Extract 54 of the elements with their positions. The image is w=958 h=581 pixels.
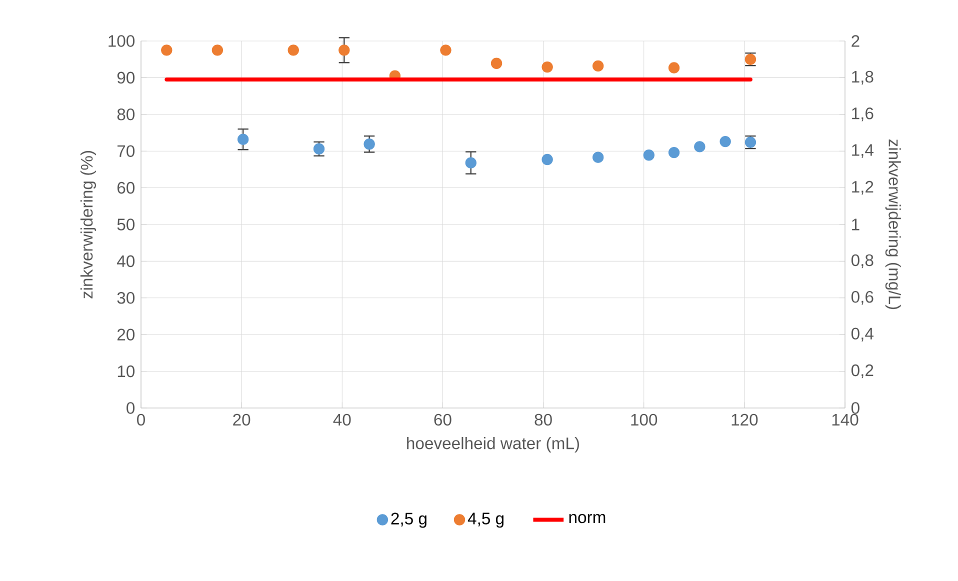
y-tick-label: 90 — [117, 72, 135, 84]
y-tick-label: 10 — [118, 365, 135, 378]
y-tick-label: 30 — [117, 292, 135, 304]
y2-tick-label: 0,2 — [851, 364, 874, 378]
y2-tick-label: 1,4 — [852, 144, 874, 158]
x-tick-label: 100 — [631, 414, 658, 426]
y2-tick-label: 0 — [851, 402, 860, 414]
point — [440, 44, 452, 56]
y2-tick-label: 1,8 — [852, 70, 874, 85]
y2-axis-title: zinkverwijdering (mg/L) — [885, 139, 901, 310]
point — [212, 44, 224, 56]
x-axis-title: hoeveelheid water (mL) — [407, 436, 579, 453]
point — [288, 44, 299, 56]
point — [542, 154, 553, 166]
y2-tick-label: 1,2 — [852, 180, 874, 195]
y2-tick-label: 0,6 — [851, 291, 874, 305]
point — [542, 61, 553, 73]
legend-label: 2,5 g — [391, 512, 426, 528]
point — [338, 44, 350, 56]
x-tick-label: 40 — [333, 414, 351, 426]
legend-label: norm — [569, 514, 606, 524]
point — [668, 146, 680, 158]
point — [643, 150, 654, 161]
y2-tick-label: 1 — [852, 218, 860, 230]
y-tick-label: 50 — [117, 218, 135, 230]
legend-label: 4,5 g — [468, 512, 504, 528]
y2-tick-label: 0,4 — [851, 328, 874, 342]
x-tick-label: 120 — [732, 414, 758, 426]
y-axis-title: zinkverwijdering (%) — [80, 151, 96, 298]
y-tick-label: 70 — [118, 145, 135, 157]
point — [720, 136, 731, 148]
point — [161, 44, 172, 56]
y-tick-label: 80 — [117, 108, 135, 120]
point — [237, 134, 249, 145]
point — [592, 152, 604, 163]
x-tick-label: 0 — [137, 414, 145, 426]
y-tick-label: 40 — [117, 255, 135, 268]
x-tick-label: 20 — [233, 414, 250, 426]
y-tick-label: 0 — [126, 402, 135, 414]
x-tick-label: 80 — [534, 414, 552, 426]
y-tick-label: 100 — [108, 35, 135, 47]
y2-tick-label: 0,8 — [851, 254, 874, 268]
y2-tick-label: 2 — [852, 35, 860, 47]
x-tick-label: 140 — [832, 414, 858, 426]
point — [364, 138, 375, 150]
x-tick-label: 60 — [434, 414, 452, 426]
y-tick-label: 20 — [117, 328, 135, 340]
point — [490, 58, 502, 69]
point — [465, 157, 476, 168]
point — [592, 60, 604, 72]
y-tick-label: 60 — [117, 182, 135, 194]
point — [694, 141, 706, 152]
point — [668, 62, 680, 74]
y2-tick-label: 1,6 — [852, 108, 874, 122]
